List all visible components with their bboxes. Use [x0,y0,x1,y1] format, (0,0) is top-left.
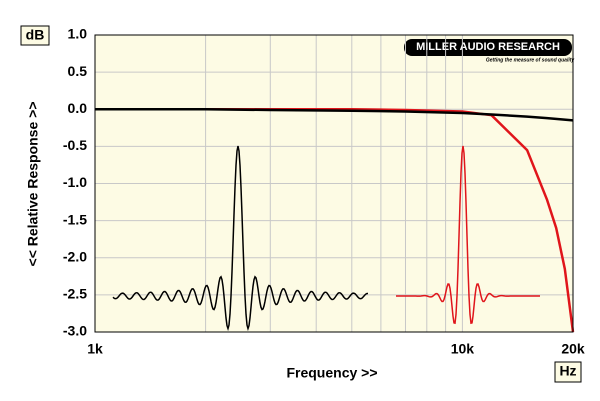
x-tick-label: 10k [451,341,475,357]
y-tick-label: -0.5 [63,137,87,153]
series-line [95,108,574,122]
y-tick-label: 0.0 [68,100,88,116]
x-axis-label: Frequency >> [286,365,377,381]
x-tick-label: 20k [561,341,585,357]
unit-box [554,361,582,383]
y-unit: dB [26,27,45,43]
unit-box [20,25,50,46]
impulse-decoration [396,145,540,325]
y-axis-label: << Relative Response >> [25,102,41,267]
plot-border [94,34,574,333]
y-tick-label: 0.5 [68,63,88,79]
x-unit: Hz [559,363,576,379]
impulse-decoration [112,145,369,332]
y-tick-label: -1.0 [63,174,87,190]
y-tick-label: -1.5 [63,211,87,227]
logo-tagline: Getting the measure of sound quality [486,57,575,63]
y-tick-label: 1.0 [68,26,88,42]
y-tick-label: -2.5 [63,286,87,302]
x-tick-label: 1k [87,341,103,357]
logo-text: MILLER AUDIO RESEARCH [416,41,560,53]
y-tick-label: -3.0 [63,323,87,339]
y-tick-label: -2.0 [63,248,87,264]
